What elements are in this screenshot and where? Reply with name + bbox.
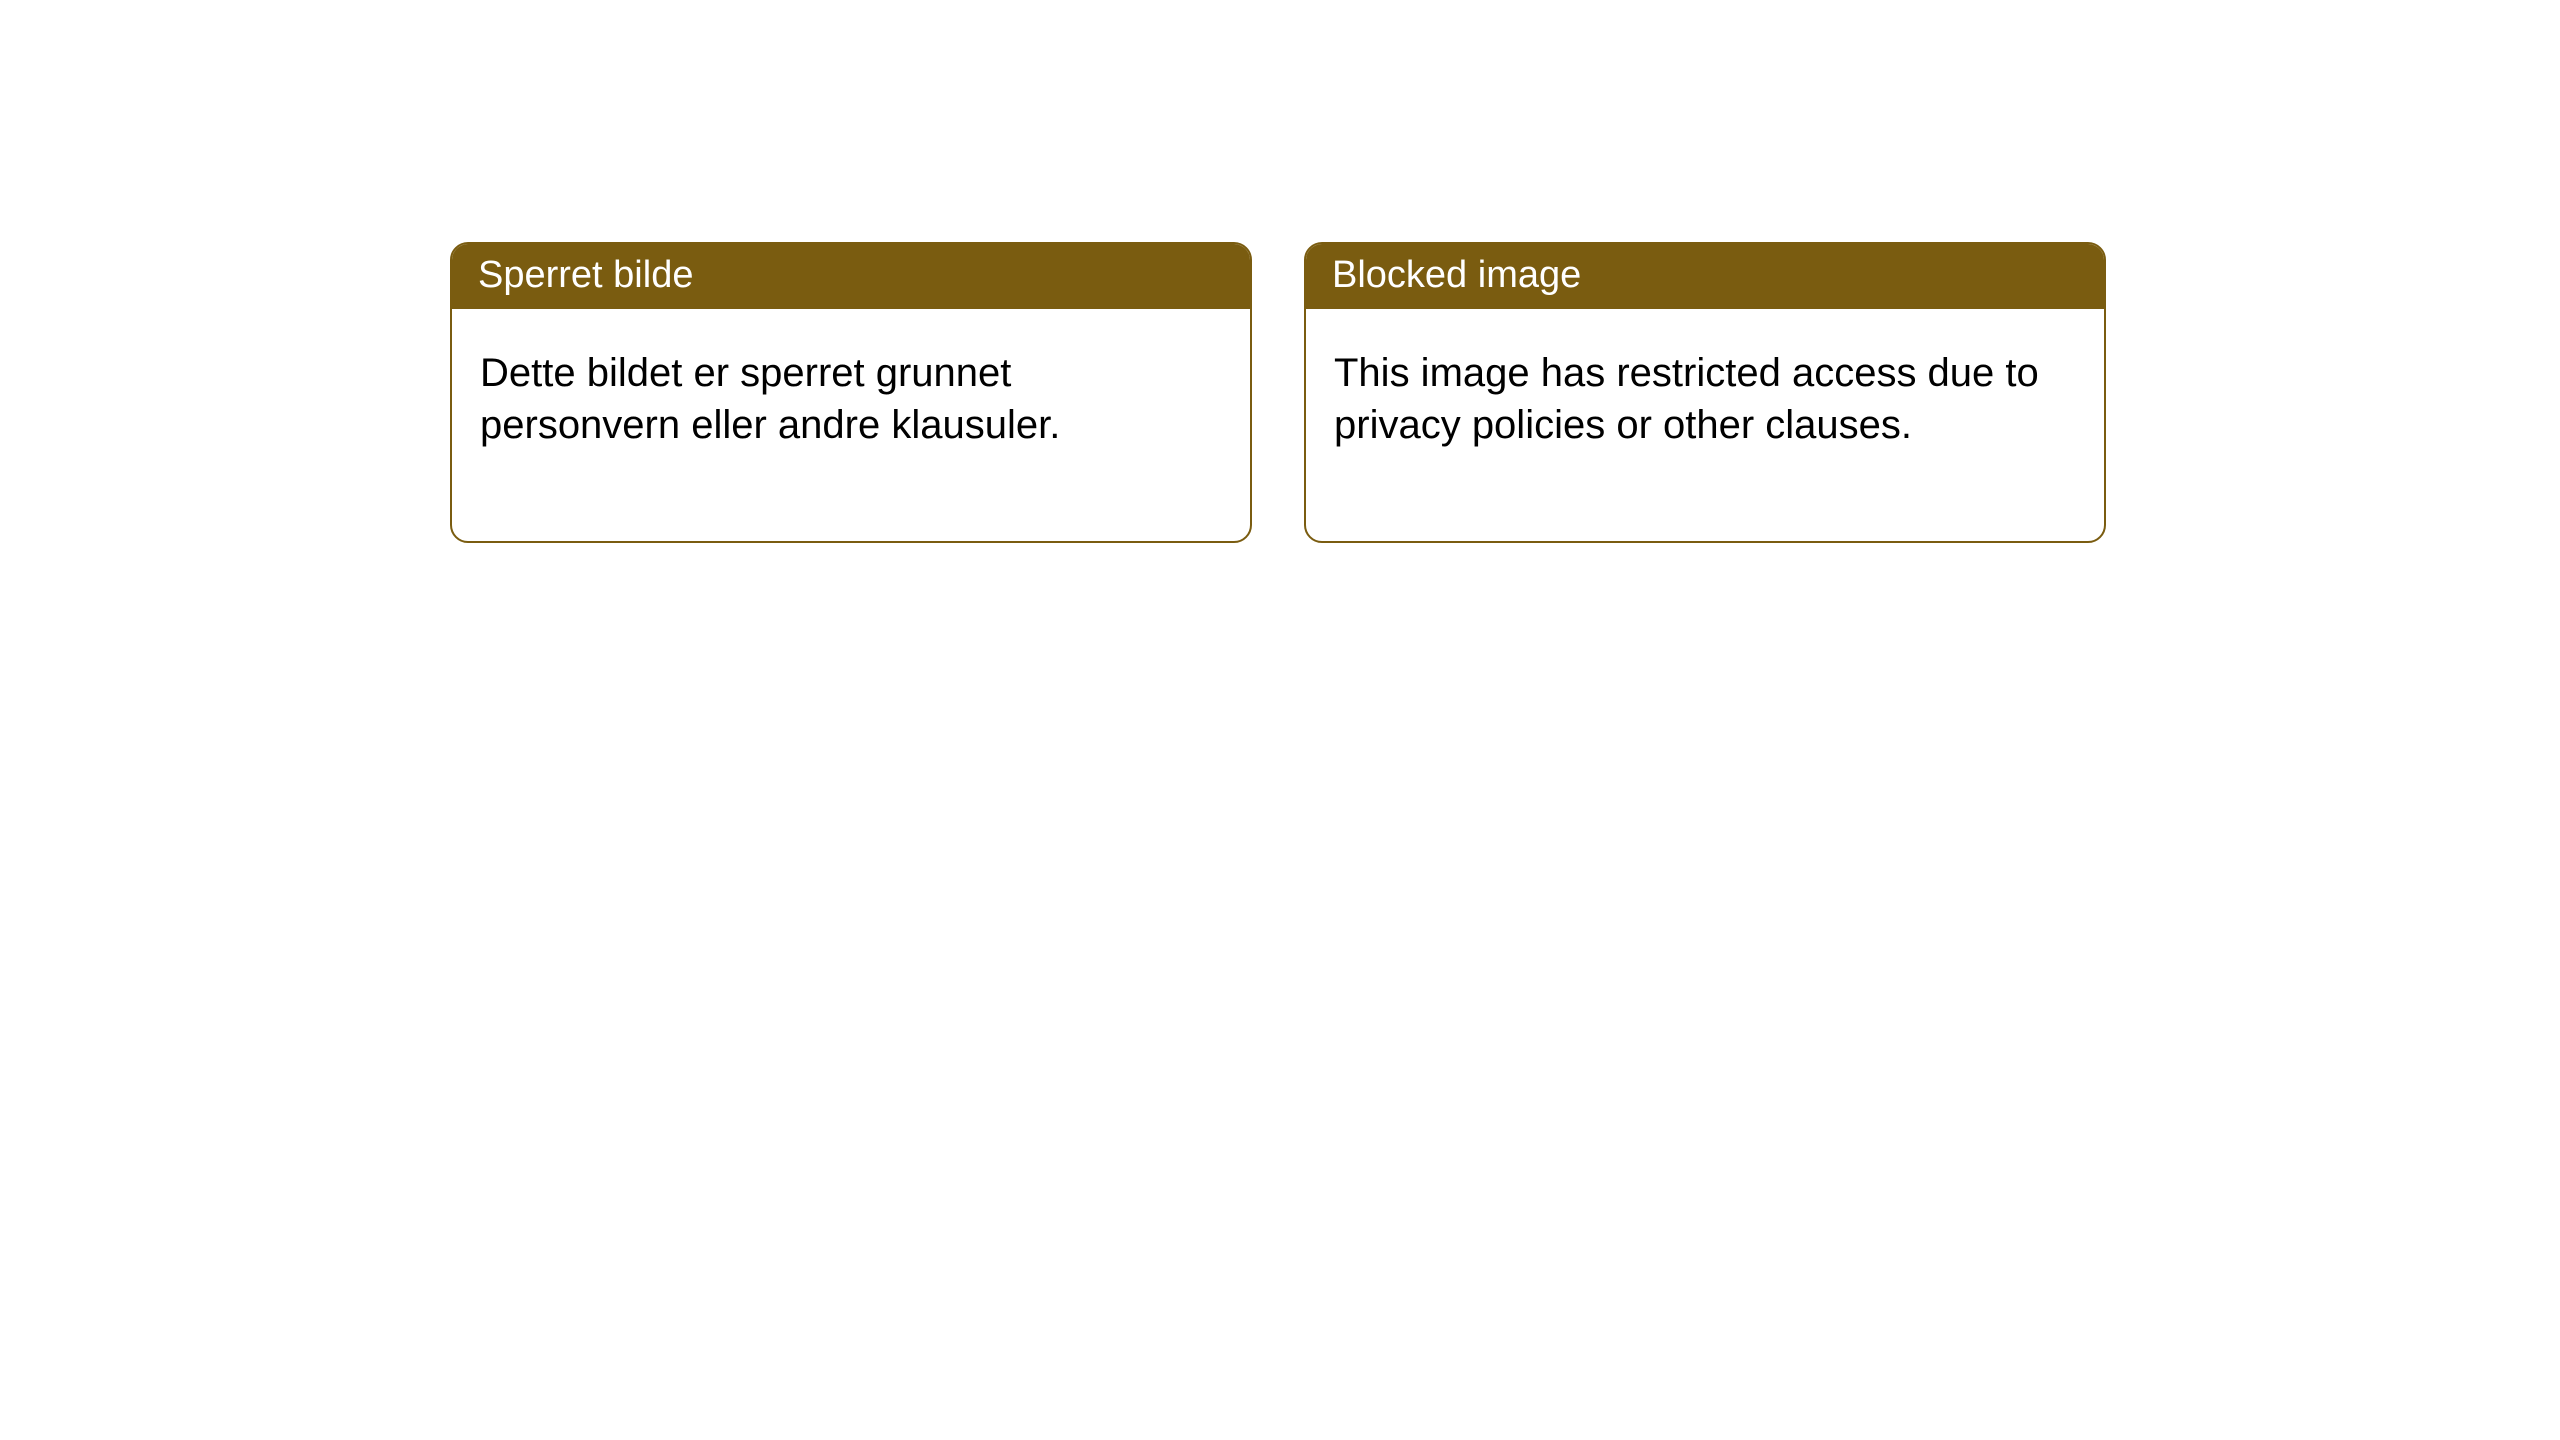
notice-container: Sperret bilde Dette bildet er sperret gr…	[0, 0, 2560, 543]
notice-title-english: Blocked image	[1306, 244, 2104, 309]
notice-body-english: This image has restricted access due to …	[1306, 309, 2104, 541]
notice-title-norwegian: Sperret bilde	[452, 244, 1250, 309]
notice-body-norwegian: Dette bildet er sperret grunnet personve…	[452, 309, 1250, 541]
notice-card-english: Blocked image This image has restricted …	[1304, 242, 2106, 543]
notice-card-norwegian: Sperret bilde Dette bildet er sperret gr…	[450, 242, 1252, 543]
